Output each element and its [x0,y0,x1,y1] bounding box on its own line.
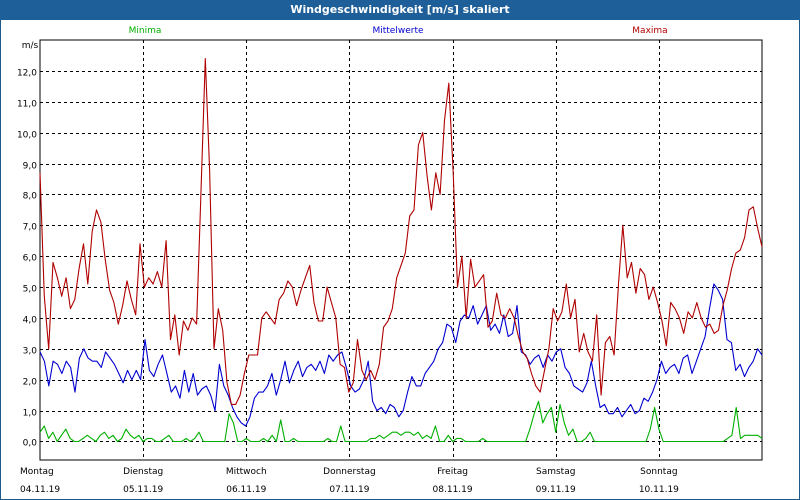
x-tick-date: 09.11.19 [536,485,576,495]
x-tick-date: 10.11.19 [639,485,679,495]
plot-area [39,39,763,461]
x-tick-day: Sonntag [640,467,677,477]
wind-speed-chart: 0,0 1,0 2,0 3,0 4,0 5,0 6,0 7,0 8,0 9,0 10,0 11,0 12… [17,26,763,495]
x-tick-date: 06.11.19 [226,485,266,495]
x-tick-date: 04.11.19 [20,485,60,495]
x-tick-date: 07.11.19 [329,485,369,495]
x-tick-day: Dienstag [123,467,163,477]
y-tick-label: 9,0 [23,162,38,172]
y-tick-label: 0,0 [23,439,38,449]
x-tick-date: 08.11.19 [433,485,473,495]
x-tick-day: Montag [20,467,54,477]
y-tick-label: 3,0 [23,347,38,357]
x-tick-day: Donnerstag [323,467,376,477]
y-tick-label: 10,0 [17,131,37,141]
y-tick-label: 11,0 [17,100,37,110]
y-tick-label: 6,0 [23,254,38,264]
y-axis-label: m/s [22,41,39,51]
y-tick-label: 12,0 [17,69,37,79]
y-tick-label: 4,0 [23,316,38,326]
legend-minima: Minima [129,26,162,36]
series-line-mittelwerte [39,283,763,427]
x-tick-date: 05.11.19 [123,485,163,495]
y-tick-label: 7,0 [23,223,38,233]
series-line-minima [39,400,763,443]
legend-maxima: Maxima [632,26,667,36]
x-tick-day: Mittwoch [226,467,267,477]
y-tick-label: 5,0 [23,285,38,295]
y-tick-label: 2,0 [23,378,38,388]
chart-title: Windgeschwindigkeit [m/s] skaliert [0,0,800,20]
x-tick-day: Freitag [437,467,468,477]
legend-mittelwerte: Mittelwerte [372,26,423,36]
x-tick-day: Samstag [536,467,575,477]
y-tick-label: 8,0 [23,192,38,202]
series-line-maxima [39,57,763,405]
y-tick-label: 1,0 [23,409,38,419]
